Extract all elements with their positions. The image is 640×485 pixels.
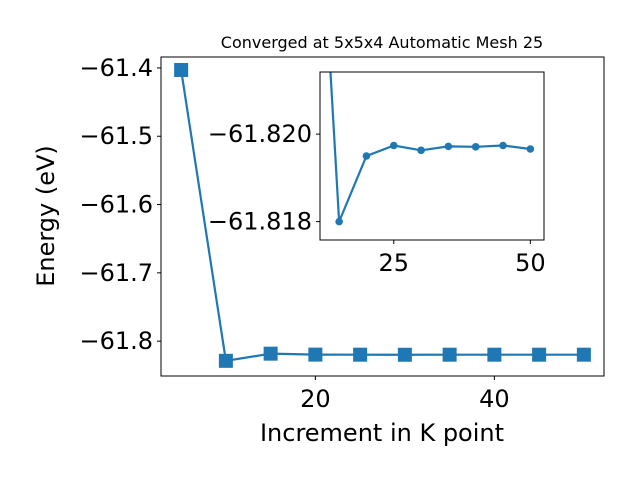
main-y-tick-label: −61.8 [79, 327, 153, 355]
main-data-point [308, 347, 323, 362]
main-data-point [532, 347, 547, 362]
inset-data-point [499, 141, 507, 150]
inset-data-point [362, 152, 371, 160]
inset-data-point [389, 141, 398, 150]
main-axes-frame [160, 56, 605, 377]
main-data-point [263, 346, 278, 361]
main-series-polyline [180, 69, 584, 363]
inset-x-ticks: 25 50 [378, 240, 546, 277]
main-y-tick-label: −61.5 [79, 122, 153, 150]
main-x-tick-label: 20 [300, 385, 331, 413]
main-series-markers [174, 62, 591, 368]
inset-data-point [471, 143, 480, 151]
main-data-point [487, 347, 502, 362]
y-axis-label: Energy (eV) [32, 145, 60, 287]
main-data-point [397, 347, 412, 362]
main-x-ticks: 20 40 [300, 376, 510, 413]
inset-data-point [335, 217, 343, 226]
main-data-point [174, 62, 189, 77]
x-axis-label: Increment in K point [260, 419, 504, 447]
chart-title: Converged at 5x5x4 Automatic Mesh 25 [221, 33, 543, 52]
inset-data-point [526, 145, 535, 153]
inset-y-ticks: −61.820 −61.818 [208, 120, 320, 236]
inset-axes: 25 50 −61.820 −61.818 [208, 71, 546, 277]
inset-background [320, 72, 544, 240]
inset-data-point [444, 142, 453, 151]
main-axes: 20 40 −61.4−61.5−61.6−61.7−61.8 [79, 54, 605, 413]
main-y-tick-label: −61.6 [79, 191, 153, 219]
main-x-tick-label: 40 [479, 385, 510, 413]
main-data-point [353, 347, 368, 362]
inset-x-tick-label: 25 [378, 249, 409, 277]
main-series-line [180, 69, 584, 363]
inset-y-tick-label: −61.818 [208, 208, 312, 236]
main-data-point [442, 347, 457, 362]
inset-axes-frame [319, 71, 545, 241]
main-data-point [218, 353, 233, 368]
main-y-tick-label: −61.4 [79, 54, 153, 82]
inset-x-tick-label: 50 [515, 249, 546, 277]
main-y-tick-label: −61.7 [79, 259, 153, 287]
inset-series-markers [335, 141, 535, 226]
inset-data-point [417, 146, 425, 155]
inset-y-tick-label: −61.820 [208, 120, 312, 148]
main-data-point [576, 347, 591, 362]
main-y-ticks: −61.4 −61.5 −61.6 −61.7 −61.8 [79, 54, 161, 355]
